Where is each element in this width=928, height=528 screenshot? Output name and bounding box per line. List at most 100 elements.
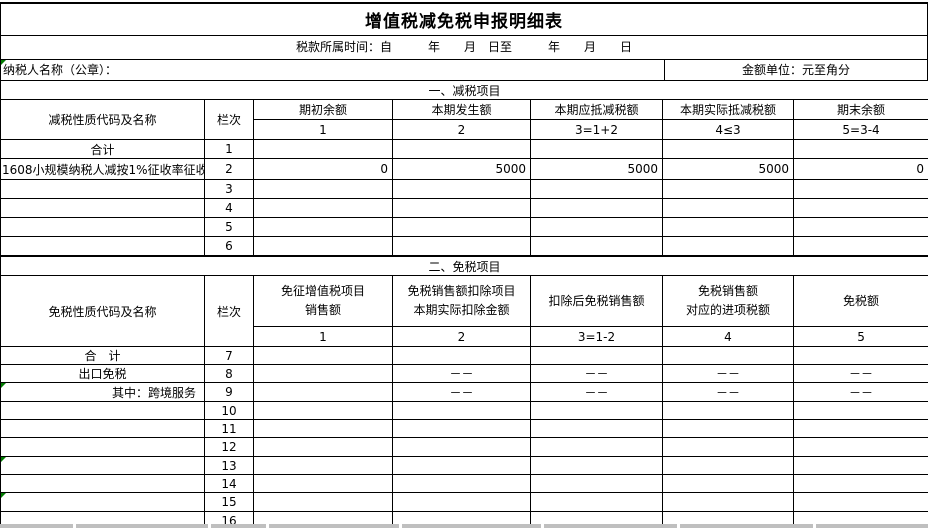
value-cell[interactable] — [253, 382, 393, 402]
value-cell[interactable] — [530, 401, 663, 420]
value-cell[interactable]: －－ — [392, 382, 531, 402]
value-cell[interactable] — [792, 437, 928, 457]
value-cell[interactable] — [253, 364, 393, 383]
value-cell[interactable] — [392, 437, 531, 457]
value-cell[interactable] — [792, 474, 928, 493]
value-cell[interactable]: －－ — [662, 364, 794, 383]
value-cell[interactable]: 5000 — [662, 158, 794, 180]
value-cell[interactable]: 5000 — [530, 158, 663, 180]
section2-item-name-cell[interactable] — [0, 437, 205, 457]
value-cell[interactable] — [792, 236, 928, 256]
value-cell[interactable] — [792, 139, 928, 159]
value-cell[interactable] — [253, 236, 393, 256]
clipped-cell — [211, 524, 266, 528]
value-cell[interactable] — [392, 456, 531, 475]
value-cell[interactable] — [792, 419, 928, 438]
value-cell[interactable] — [392, 139, 531, 159]
section2-item-name-cell[interactable] — [0, 474, 205, 493]
value-cell[interactable] — [792, 198, 928, 218]
section2-item-name-cell[interactable] — [0, 492, 205, 512]
value-cell[interactable] — [253, 139, 393, 159]
value-cell[interactable] — [662, 437, 794, 457]
value-cell[interactable] — [530, 456, 663, 475]
section2-item-name-cell[interactable]: 其中：跨境服务 — [0, 382, 205, 402]
value-cell[interactable] — [792, 456, 928, 475]
taxpayer-name-cell[interactable]: 纳税人名称（公章）： — [1, 60, 664, 80]
value-cell[interactable] — [792, 217, 928, 237]
value-cell[interactable] — [530, 236, 663, 256]
section1-item-name-cell[interactable] — [0, 179, 205, 199]
value-cell[interactable] — [253, 437, 393, 457]
value-cell[interactable] — [253, 456, 393, 475]
row-number-cell: 5 — [204, 217, 254, 237]
value-cell[interactable] — [792, 401, 928, 420]
section2-item-name-cell[interactable]: 出口免税 — [0, 364, 205, 383]
section1-item-name-cell[interactable] — [0, 236, 205, 256]
value-cell[interactable] — [253, 198, 393, 218]
clipped-cell — [816, 524, 928, 528]
value-cell[interactable]: 5000 — [392, 158, 531, 180]
section2-item-name-cell[interactable] — [0, 456, 205, 475]
section2-item-name-cell[interactable] — [0, 419, 205, 438]
value-cell[interactable]: －－ — [662, 382, 794, 402]
section1-item-name-cell[interactable] — [0, 198, 205, 218]
value-cell[interactable] — [392, 346, 531, 365]
value-cell[interactable]: －－ — [392, 364, 531, 383]
value-cell[interactable] — [253, 474, 393, 493]
value-cell[interactable] — [392, 198, 531, 218]
value-cell[interactable] — [392, 217, 531, 237]
value-cell[interactable]: 0 — [792, 158, 928, 180]
value-cell[interactable] — [662, 419, 794, 438]
value-cell[interactable] — [530, 419, 663, 438]
value-cell[interactable] — [662, 217, 794, 237]
value-cell[interactable] — [392, 419, 531, 438]
clipped-cell — [544, 524, 677, 528]
table-row: 5 — [0, 217, 928, 237]
value-cell[interactable] — [253, 346, 393, 365]
value-cell[interactable] — [253, 217, 393, 237]
value-cell[interactable]: －－ — [792, 382, 928, 402]
value-cell[interactable] — [392, 492, 531, 512]
value-cell[interactable] — [253, 492, 393, 512]
value-cell[interactable] — [253, 401, 393, 420]
value-cell[interactable]: －－ — [530, 382, 663, 402]
row-number-cell: 12 — [204, 437, 254, 457]
value-cell[interactable] — [530, 217, 663, 237]
value-cell[interactable] — [392, 179, 531, 199]
section1-item-name-cell[interactable]: 合计 — [0, 139, 205, 159]
value-cell[interactable] — [792, 492, 928, 512]
value-cell[interactable] — [392, 474, 531, 493]
value-cell[interactable]: －－ — [530, 364, 663, 383]
value-cell[interactable] — [662, 346, 794, 365]
section1-item-name-cell[interactable] — [0, 217, 205, 237]
value-cell[interactable] — [530, 474, 663, 493]
value-cell[interactable] — [792, 179, 928, 199]
value-cell[interactable] — [253, 419, 393, 438]
value-cell[interactable] — [662, 198, 794, 218]
tax-period-row[interactable]: 税款所属时间：自 年 月 日至 年 月 日 — [0, 36, 928, 60]
value-cell[interactable] — [662, 139, 794, 159]
value-cell[interactable] — [530, 198, 663, 218]
value-cell[interactable]: 0 — [253, 158, 393, 180]
value-cell[interactable] — [530, 492, 663, 512]
value-cell[interactable] — [662, 492, 794, 512]
value-cell[interactable] — [662, 236, 794, 256]
value-cell[interactable] — [662, 179, 794, 199]
value-cell[interactable] — [253, 179, 393, 199]
value-cell[interactable] — [530, 437, 663, 457]
value-cell[interactable] — [792, 346, 928, 365]
value-cell[interactable] — [530, 139, 663, 159]
section2-item-name-cell[interactable]: 合 计 — [0, 346, 205, 365]
section1-item-name-cell[interactable]: 1608小规模纳税人减按1%征收率征收 — [0, 158, 205, 180]
value-cell[interactable] — [530, 346, 663, 365]
value-cell[interactable] — [662, 456, 794, 475]
value-cell[interactable] — [662, 474, 794, 493]
row-number-cell: 11 — [204, 419, 254, 438]
section2-item-name-cell[interactable] — [0, 401, 205, 420]
value-cell[interactable] — [392, 236, 531, 256]
value-cell[interactable]: －－ — [792, 364, 928, 383]
value-cell[interactable] — [662, 401, 794, 420]
cell-error-indicator-icon — [1, 60, 6, 65]
value-cell[interactable] — [392, 401, 531, 420]
value-cell[interactable] — [530, 179, 663, 199]
